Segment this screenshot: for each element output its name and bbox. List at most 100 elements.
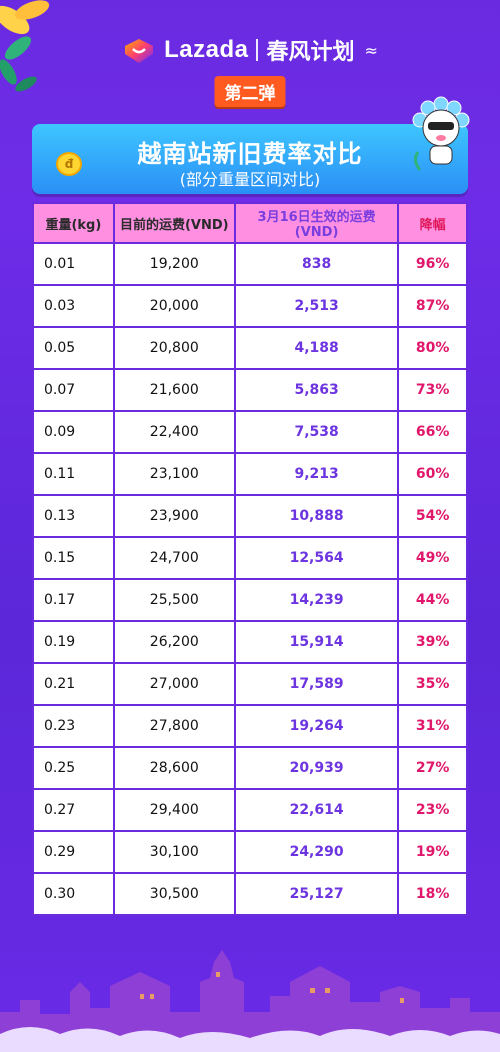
cell-weight: 0.07 — [34, 370, 113, 410]
cell-drop: 66% — [399, 412, 466, 452]
cell-drop: 19% — [399, 832, 466, 872]
cell-weight: 0.09 — [34, 412, 113, 452]
cell-weight: 0.01 — [34, 244, 113, 284]
leaves-decoration-icon — [0, 0, 50, 92]
cell-current-fee: 20,000 — [114, 286, 234, 326]
cell-current-fee: 24,700 — [114, 538, 234, 578]
campaign-name: 春风计划 — [266, 40, 355, 65]
cell-weight: 0.27 — [34, 790, 113, 830]
cell-weight: 0.03 — [34, 286, 113, 326]
page-subtitle: (部分重量区间对比) — [179, 170, 321, 189]
cell-drop: 49% — [399, 538, 466, 578]
cell-new-fee: 14,239 — [235, 580, 398, 620]
cell-current-fee: 29,400 — [114, 790, 234, 830]
cell-drop: 73% — [399, 370, 466, 410]
cell-current-fee: 25,500 — [114, 580, 234, 620]
cell-new-fee: 25,127 — [235, 874, 398, 914]
cell-current-fee: 28,600 — [114, 748, 234, 788]
table-row: 0.29 30,100 24,290 19% — [34, 832, 466, 872]
table-row: 0.27 29,400 22,614 23% — [34, 790, 466, 830]
cell-current-fee: 19,200 — [114, 244, 234, 284]
brand-name: Lazada — [164, 36, 249, 63]
table-row: 0.19 26,200 15,914 39% — [34, 622, 466, 662]
cell-weight: 0.13 — [34, 496, 113, 536]
cell-current-fee: 23,100 — [114, 454, 234, 494]
cell-weight: 0.11 — [34, 454, 113, 494]
cell-drop: 39% — [399, 622, 466, 662]
table-row: 0.15 24,700 12,564 49% — [34, 538, 466, 578]
cell-weight: 0.29 — [34, 832, 113, 872]
cell-drop: 87% — [399, 286, 466, 326]
cell-new-fee: 9,213 — [235, 454, 398, 494]
cell-current-fee: 21,600 — [114, 370, 234, 410]
table-row: 0.30 30,500 25,127 18% — [34, 874, 466, 914]
cell-drop: 27% — [399, 748, 466, 788]
header-weight: 重量(kg) — [34, 204, 113, 242]
table-row: 0.01 19,200 838 96% — [34, 244, 466, 284]
table-row: 0.11 23,100 9,213 60% — [34, 454, 466, 494]
header: Lazada 春风计划 ≈ — [0, 32, 500, 68]
cell-weight: 0.23 — [34, 706, 113, 746]
cell-current-fee: 20,800 — [114, 328, 234, 368]
cell-drop: 23% — [399, 790, 466, 830]
cell-new-fee: 12,564 — [235, 538, 398, 578]
cell-weight: 0.15 — [34, 538, 113, 578]
cell-weight: 0.25 — [34, 748, 113, 788]
table-row: 0.13 23,900 10,888 54% — [34, 496, 466, 536]
cell-current-fee: 23,900 — [114, 496, 234, 536]
cell-weight: 0.17 — [34, 580, 113, 620]
table-row: 0.09 22,400 7,538 66% — [34, 412, 466, 452]
cell-weight: 0.30 — [34, 874, 113, 914]
cell-new-fee: 22,614 — [235, 790, 398, 830]
cell-new-fee: 19,264 — [235, 706, 398, 746]
cell-current-fee: 22,400 — [114, 412, 234, 452]
title-panel: đ 越南站新旧费率对比 (部分重量区间对比) — [32, 96, 470, 194]
page-title: 越南站新旧费率对比 — [137, 140, 363, 168]
mascot-icon — [412, 96, 470, 171]
table-header-row: 重量(kg) 目前的运费(VND) 3月16日生效的运费(VND) 降幅 — [34, 204, 466, 242]
cell-current-fee: 30,100 — [114, 832, 234, 872]
coin-icon: đ — [56, 152, 82, 176]
table-row: 0.25 28,600 20,939 27% — [34, 748, 466, 788]
cell-drop: 18% — [399, 874, 466, 914]
header-divider — [256, 39, 259, 61]
cell-drop: 31% — [399, 706, 466, 746]
cell-new-fee: 24,290 — [235, 832, 398, 872]
cell-new-fee: 2,513 — [235, 286, 398, 326]
header-new-fee: 3月16日生效的运费(VND) — [235, 204, 398, 242]
table-row: 0.03 20,000 2,513 87% — [34, 286, 466, 326]
table-row: 0.05 20,800 4,188 80% — [34, 328, 466, 368]
cell-new-fee: 838 — [235, 244, 398, 284]
header-current-fee: 目前的运费(VND) — [114, 204, 234, 242]
cell-new-fee: 15,914 — [235, 622, 398, 662]
rate-comparison-table: 重量(kg) 目前的运费(VND) 3月16日生效的运费(VND) 降幅 0.0… — [32, 202, 468, 916]
cell-drop: 44% — [399, 580, 466, 620]
cell-drop: 96% — [399, 244, 466, 284]
cell-drop: 54% — [399, 496, 466, 536]
waves-icon: ≈ — [364, 40, 378, 60]
city-skyline-icon — [0, 950, 500, 1052]
table-row: 0.21 27,000 17,589 35% — [34, 664, 466, 704]
cell-current-fee: 27,800 — [114, 706, 234, 746]
cell-weight: 0.19 — [34, 622, 113, 662]
cell-new-fee: 7,538 — [235, 412, 398, 452]
cell-drop: 80% — [399, 328, 466, 368]
header-drop: 降幅 — [399, 204, 466, 242]
cell-drop: 35% — [399, 664, 466, 704]
cell-weight: 0.21 — [34, 664, 113, 704]
cell-new-fee: 10,888 — [235, 496, 398, 536]
table-body: 0.01 19,200 838 96% 0.03 20,000 2,513 87% 0.05 20… — [34, 244, 466, 914]
cell-drop: 60% — [399, 454, 466, 494]
cell-new-fee: 5,863 — [235, 370, 398, 410]
lazada-heart-icon — [125, 39, 154, 63]
table-row: 0.07 21,600 5,863 73% — [34, 370, 466, 410]
table-row: 0.17 25,500 14,239 44% — [34, 580, 466, 620]
phase-badge: 第二弹 — [214, 76, 286, 107]
cell-current-fee: 30,500 — [114, 874, 234, 914]
cell-new-fee: 20,939 — [235, 748, 398, 788]
table-row: 0.23 27,800 19,264 31% — [34, 706, 466, 746]
cell-weight: 0.05 — [34, 328, 113, 368]
cell-new-fee: 4,188 — [235, 328, 398, 368]
cell-current-fee: 27,000 — [114, 664, 234, 704]
cell-new-fee: 17,589 — [235, 664, 398, 704]
